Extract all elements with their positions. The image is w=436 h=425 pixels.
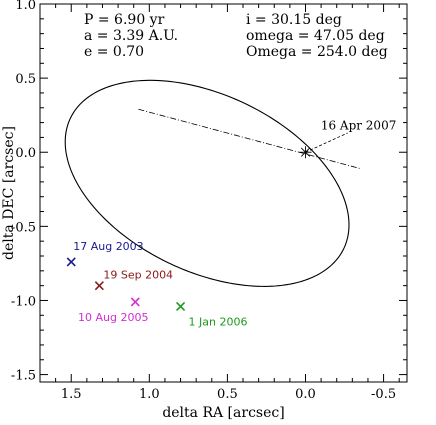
orbit-ellipse bbox=[64, 79, 350, 287]
epoch-label: 17 Aug 2003 bbox=[73, 240, 143, 253]
periastron-line bbox=[305, 132, 348, 153]
date-annotation: 16 Apr 2007 bbox=[321, 119, 397, 133]
x-tick-label: 1.0 bbox=[139, 387, 160, 402]
param-left: e = 0.70 bbox=[84, 44, 144, 60]
y-tick-label: 0.0 bbox=[15, 146, 36, 161]
epoch-marker bbox=[130, 297, 140, 307]
epoch-label: 10 Aug 2005 bbox=[78, 311, 148, 324]
line-of-nodes bbox=[138, 108, 361, 169]
x-tick-label: 1.5 bbox=[61, 387, 82, 402]
param-left: P = 6.90 yr bbox=[84, 12, 165, 28]
y-tick-label: -1.0 bbox=[11, 294, 36, 309]
axis-ticks bbox=[40, 3, 407, 382]
x-tick-label: 0.5 bbox=[217, 387, 238, 402]
plot-frame bbox=[39, 3, 408, 383]
epoch-marker bbox=[175, 301, 186, 311]
param-right: omega = 47.05 deg bbox=[246, 28, 385, 44]
primary-star-marker bbox=[299, 146, 312, 159]
text-labels: 1.5 1.0 0.5 0.0 -0.5 1.0 0.5 0.0 -0.5 -1.0 -1.5 del… bbox=[1, 0, 396, 421]
y-tick-label: 0.5 bbox=[15, 72, 36, 87]
epoch-marker bbox=[66, 257, 76, 267]
x-tick-label: -0.5 bbox=[371, 387, 396, 402]
epoch-label: 1 Jan 2006 bbox=[189, 315, 248, 328]
param-right: Omega = 254.0 deg bbox=[246, 44, 388, 60]
orbit-layer bbox=[64, 79, 361, 287]
epoch-label: 19 Sep 2004 bbox=[103, 269, 173, 282]
param-left: a = 3.39 A.U. bbox=[84, 28, 178, 44]
epoch-points bbox=[66, 257, 186, 311]
x-axis-title: delta RA [arcsec] bbox=[162, 405, 284, 421]
y-tick-label: 1.0 bbox=[15, 0, 36, 13]
y-axis-title: delta DEC [arcsec] bbox=[1, 126, 17, 260]
y-tick-label: -1.5 bbox=[11, 369, 36, 384]
epoch-marker bbox=[94, 281, 104, 291]
param-right: i = 30.15 deg bbox=[246, 12, 342, 28]
x-tick-label: 0.0 bbox=[295, 387, 316, 402]
y-tick-label: -0.5 bbox=[11, 220, 36, 235]
